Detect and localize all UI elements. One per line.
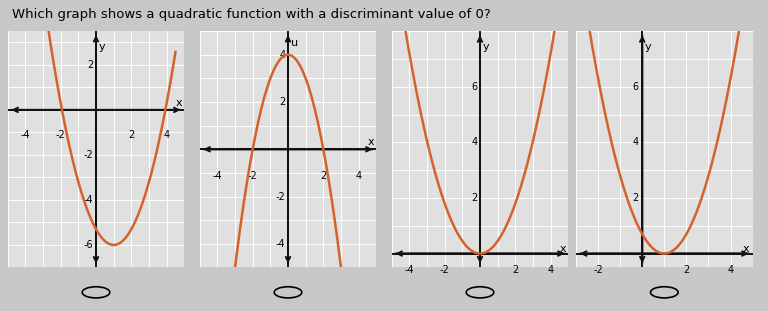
Text: x: x xyxy=(743,244,750,253)
Text: x: x xyxy=(368,137,374,147)
Text: 4: 4 xyxy=(548,265,554,275)
Text: 4: 4 xyxy=(280,50,286,60)
Text: 2: 2 xyxy=(320,170,326,181)
Text: 2: 2 xyxy=(471,193,478,203)
Text: -6: -6 xyxy=(84,240,94,250)
Text: 4: 4 xyxy=(633,137,639,147)
Text: 4: 4 xyxy=(727,265,733,275)
Text: -4: -4 xyxy=(21,130,30,140)
Text: 2: 2 xyxy=(279,97,286,107)
Text: Which graph shows a quadratic function with a discriminant value of 0?: Which graph shows a quadratic function w… xyxy=(12,8,490,21)
Text: 4: 4 xyxy=(472,137,478,147)
Text: -2: -2 xyxy=(593,265,603,275)
Text: -2: -2 xyxy=(440,265,449,275)
Text: 4: 4 xyxy=(356,170,362,181)
Text: -2: -2 xyxy=(276,192,286,202)
Text: y: y xyxy=(98,42,105,52)
Text: 6: 6 xyxy=(472,82,478,92)
Text: 2: 2 xyxy=(128,130,134,140)
Text: y: y xyxy=(482,42,489,52)
Text: -4: -4 xyxy=(84,195,94,205)
Text: u: u xyxy=(290,38,298,48)
Text: 6: 6 xyxy=(633,82,639,92)
Text: 4: 4 xyxy=(164,130,170,140)
Text: -2: -2 xyxy=(248,170,257,181)
Text: -4: -4 xyxy=(213,170,222,181)
Text: -2: -2 xyxy=(84,150,94,160)
Text: -4: -4 xyxy=(405,265,414,275)
Text: 2: 2 xyxy=(633,193,639,203)
Text: -2: -2 xyxy=(56,130,65,140)
Text: -4: -4 xyxy=(276,239,286,249)
Text: 2: 2 xyxy=(87,60,94,70)
Text: x: x xyxy=(176,98,182,108)
Text: x: x xyxy=(560,244,566,253)
Text: 2: 2 xyxy=(684,265,690,275)
Text: y: y xyxy=(644,42,651,52)
Text: 2: 2 xyxy=(512,265,518,275)
